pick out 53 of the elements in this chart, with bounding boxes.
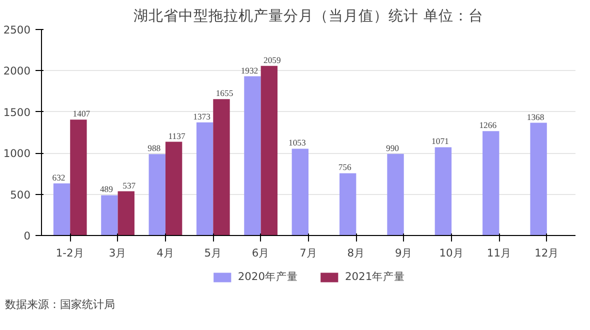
data-label: 2059	[264, 54, 281, 65]
data-label: 537	[122, 180, 136, 190]
bar	[165, 142, 182, 236]
chart-title: 湖北省中型拖拉机产量分月（当月值）统计 单位：台	[134, 8, 484, 24]
y-tick-label: 1500	[3, 106, 31, 119]
y-tick-label: 2500	[3, 24, 31, 36]
x-tick-label: 4月	[156, 246, 174, 260]
data-label: 990	[386, 142, 400, 153]
bar	[530, 122, 547, 236]
data-label: 1932	[240, 65, 258, 76]
data-label: 1373	[193, 111, 210, 122]
x-tick-label: 9月	[394, 246, 413, 260]
bar	[260, 66, 278, 236]
data-label: 1053	[288, 138, 306, 148]
data-label: 988	[148, 143, 161, 154]
bar	[53, 183, 70, 236]
data-label: 1071	[432, 136, 449, 146]
bar	[339, 173, 356, 236]
y-tick-label: 500	[10, 188, 31, 202]
bar	[292, 148, 308, 236]
x-tick-label: 6月	[252, 246, 270, 260]
y-tick-label: 0	[24, 230, 31, 242]
bar	[118, 191, 134, 236]
data-label: 632	[52, 172, 66, 182]
bar	[148, 154, 166, 236]
x-tick-label: 1-2月	[56, 246, 84, 260]
source-note: 数据来源：国家统计局	[5, 297, 115, 313]
data-label: 1137	[168, 130, 186, 141]
bar	[244, 76, 261, 236]
bar	[196, 122, 214, 236]
x-tick-label: 8月	[347, 246, 366, 260]
data-label: 1368	[526, 112, 544, 122]
bar	[434, 147, 452, 236]
x-tick-label: 10月	[439, 246, 464, 260]
x-tick-label: 5月	[204, 246, 222, 260]
x-tick-label: 12月	[534, 246, 560, 260]
x-tick-label: 7月	[300, 246, 318, 260]
y-tick-label: 1000	[3, 147, 31, 160]
data-label: 1655	[216, 88, 234, 98]
x-tick-label: 11月	[486, 246, 512, 260]
bar	[482, 131, 500, 236]
bar	[213, 99, 230, 236]
data-label: 1407	[72, 108, 91, 119]
bar	[387, 154, 404, 236]
x-tick-label: 3月	[108, 246, 127, 260]
data-label: 1266	[479, 120, 498, 130]
bar	[101, 195, 118, 236]
data-label: 756	[338, 162, 352, 172]
legend-label: 2021年产量	[345, 270, 406, 284]
data-label: 489	[100, 184, 113, 194]
y-tick-label: 2000	[3, 64, 31, 78]
bar	[70, 120, 87, 236]
legend-label: 2020年产量	[238, 270, 298, 284]
